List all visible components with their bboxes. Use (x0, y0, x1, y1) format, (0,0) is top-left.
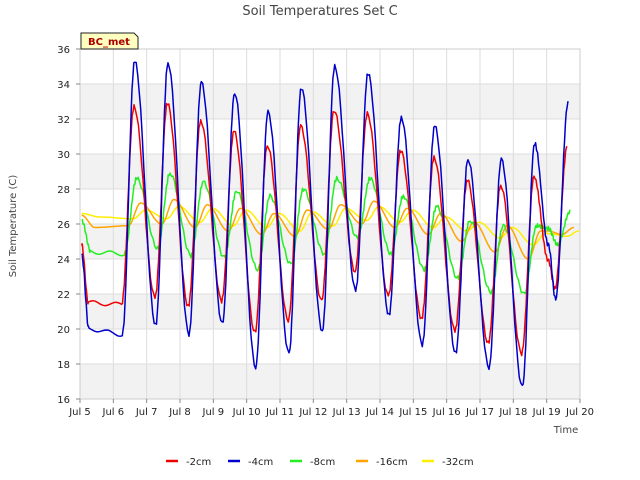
axes (76, 48, 581, 403)
badge-box (80, 32, 139, 50)
legend-item: -8cm (290, 457, 335, 468)
y-tick-labels: 16 18 20 22 24 26 28 30 32 34 36 (57, 45, 70, 406)
y-tick-label: 26 (57, 220, 70, 231)
badge-label: BC_met (88, 37, 130, 48)
x-tick-label: Jul 9 (202, 407, 225, 418)
plot-band (80, 84, 580, 119)
legend-label: -8cm (310, 457, 335, 468)
x-tick-label: Jul 19 (532, 407, 561, 418)
y-axis-label: Soil Temperature (C) (8, 175, 19, 278)
y-tick-label: 16 (57, 395, 70, 406)
x-tick-label: Jul 14 (365, 407, 394, 418)
x-axis-label: Time (553, 425, 578, 436)
x-tick-label: Jul 6 (102, 407, 125, 418)
legend-label: -32cm (442, 457, 474, 468)
series-line-minus-4cm (81, 61, 569, 387)
x-tick-labels: Jul 5 Jul 6 Jul 7 Jul 8 Jul 9 Jul 10 Jul 11 Jul… (68, 407, 594, 418)
x-tick-label: Jul 13 (332, 407, 361, 418)
plot-band (80, 364, 580, 399)
y-tick-label: 34 (57, 80, 70, 91)
x-tick-label: Jul 20 (565, 407, 594, 418)
x-tick-label: Jul 12 (298, 407, 327, 418)
y-tick-label: 30 (57, 150, 70, 161)
x-tick-label: Jul 5 (68, 407, 91, 418)
y-tick-label: 32 (57, 115, 70, 126)
x-tick-label: Jul 15 (398, 407, 427, 418)
legend-item: -16cm (356, 457, 408, 468)
y-tick-label: 24 (57, 255, 70, 266)
y-tick-label: 20 (57, 325, 70, 336)
legend-item: -32cm (422, 457, 474, 468)
x-tick-label: Jul 18 (498, 407, 527, 418)
series-line-minus-2cm (80, 102, 568, 357)
badge: BC_met (80, 32, 139, 50)
x-tick-label: Jul 16 (432, 407, 461, 418)
legend: -2cm -4cm -8cm -16cm -32cm (166, 457, 474, 468)
y-tick-label: 28 (57, 185, 70, 196)
y-tick-label: 18 (57, 360, 70, 371)
legend-item: -4cm (228, 457, 273, 468)
x-tick-label: Jul 10 (232, 407, 261, 418)
legend-label: -4cm (248, 457, 273, 468)
legend-label: -16cm (376, 457, 408, 468)
x-tick-label: Jul 8 (168, 407, 191, 418)
x-tick-label: Jul 7 (135, 407, 158, 418)
series-group (80, 61, 580, 387)
y-tick-label: 36 (57, 45, 70, 56)
y-tick-label: 22 (57, 290, 70, 301)
legend-label: -2cm (186, 457, 211, 468)
plot-band (80, 294, 580, 329)
series-line-minus-8cm (81, 172, 571, 295)
x-tick-label: Jul 11 (265, 407, 294, 418)
x-tick-label: Jul 17 (465, 407, 494, 418)
legend-item: -2cm (166, 457, 211, 468)
chart-title: Soil Temperatures Set C (242, 4, 397, 19)
